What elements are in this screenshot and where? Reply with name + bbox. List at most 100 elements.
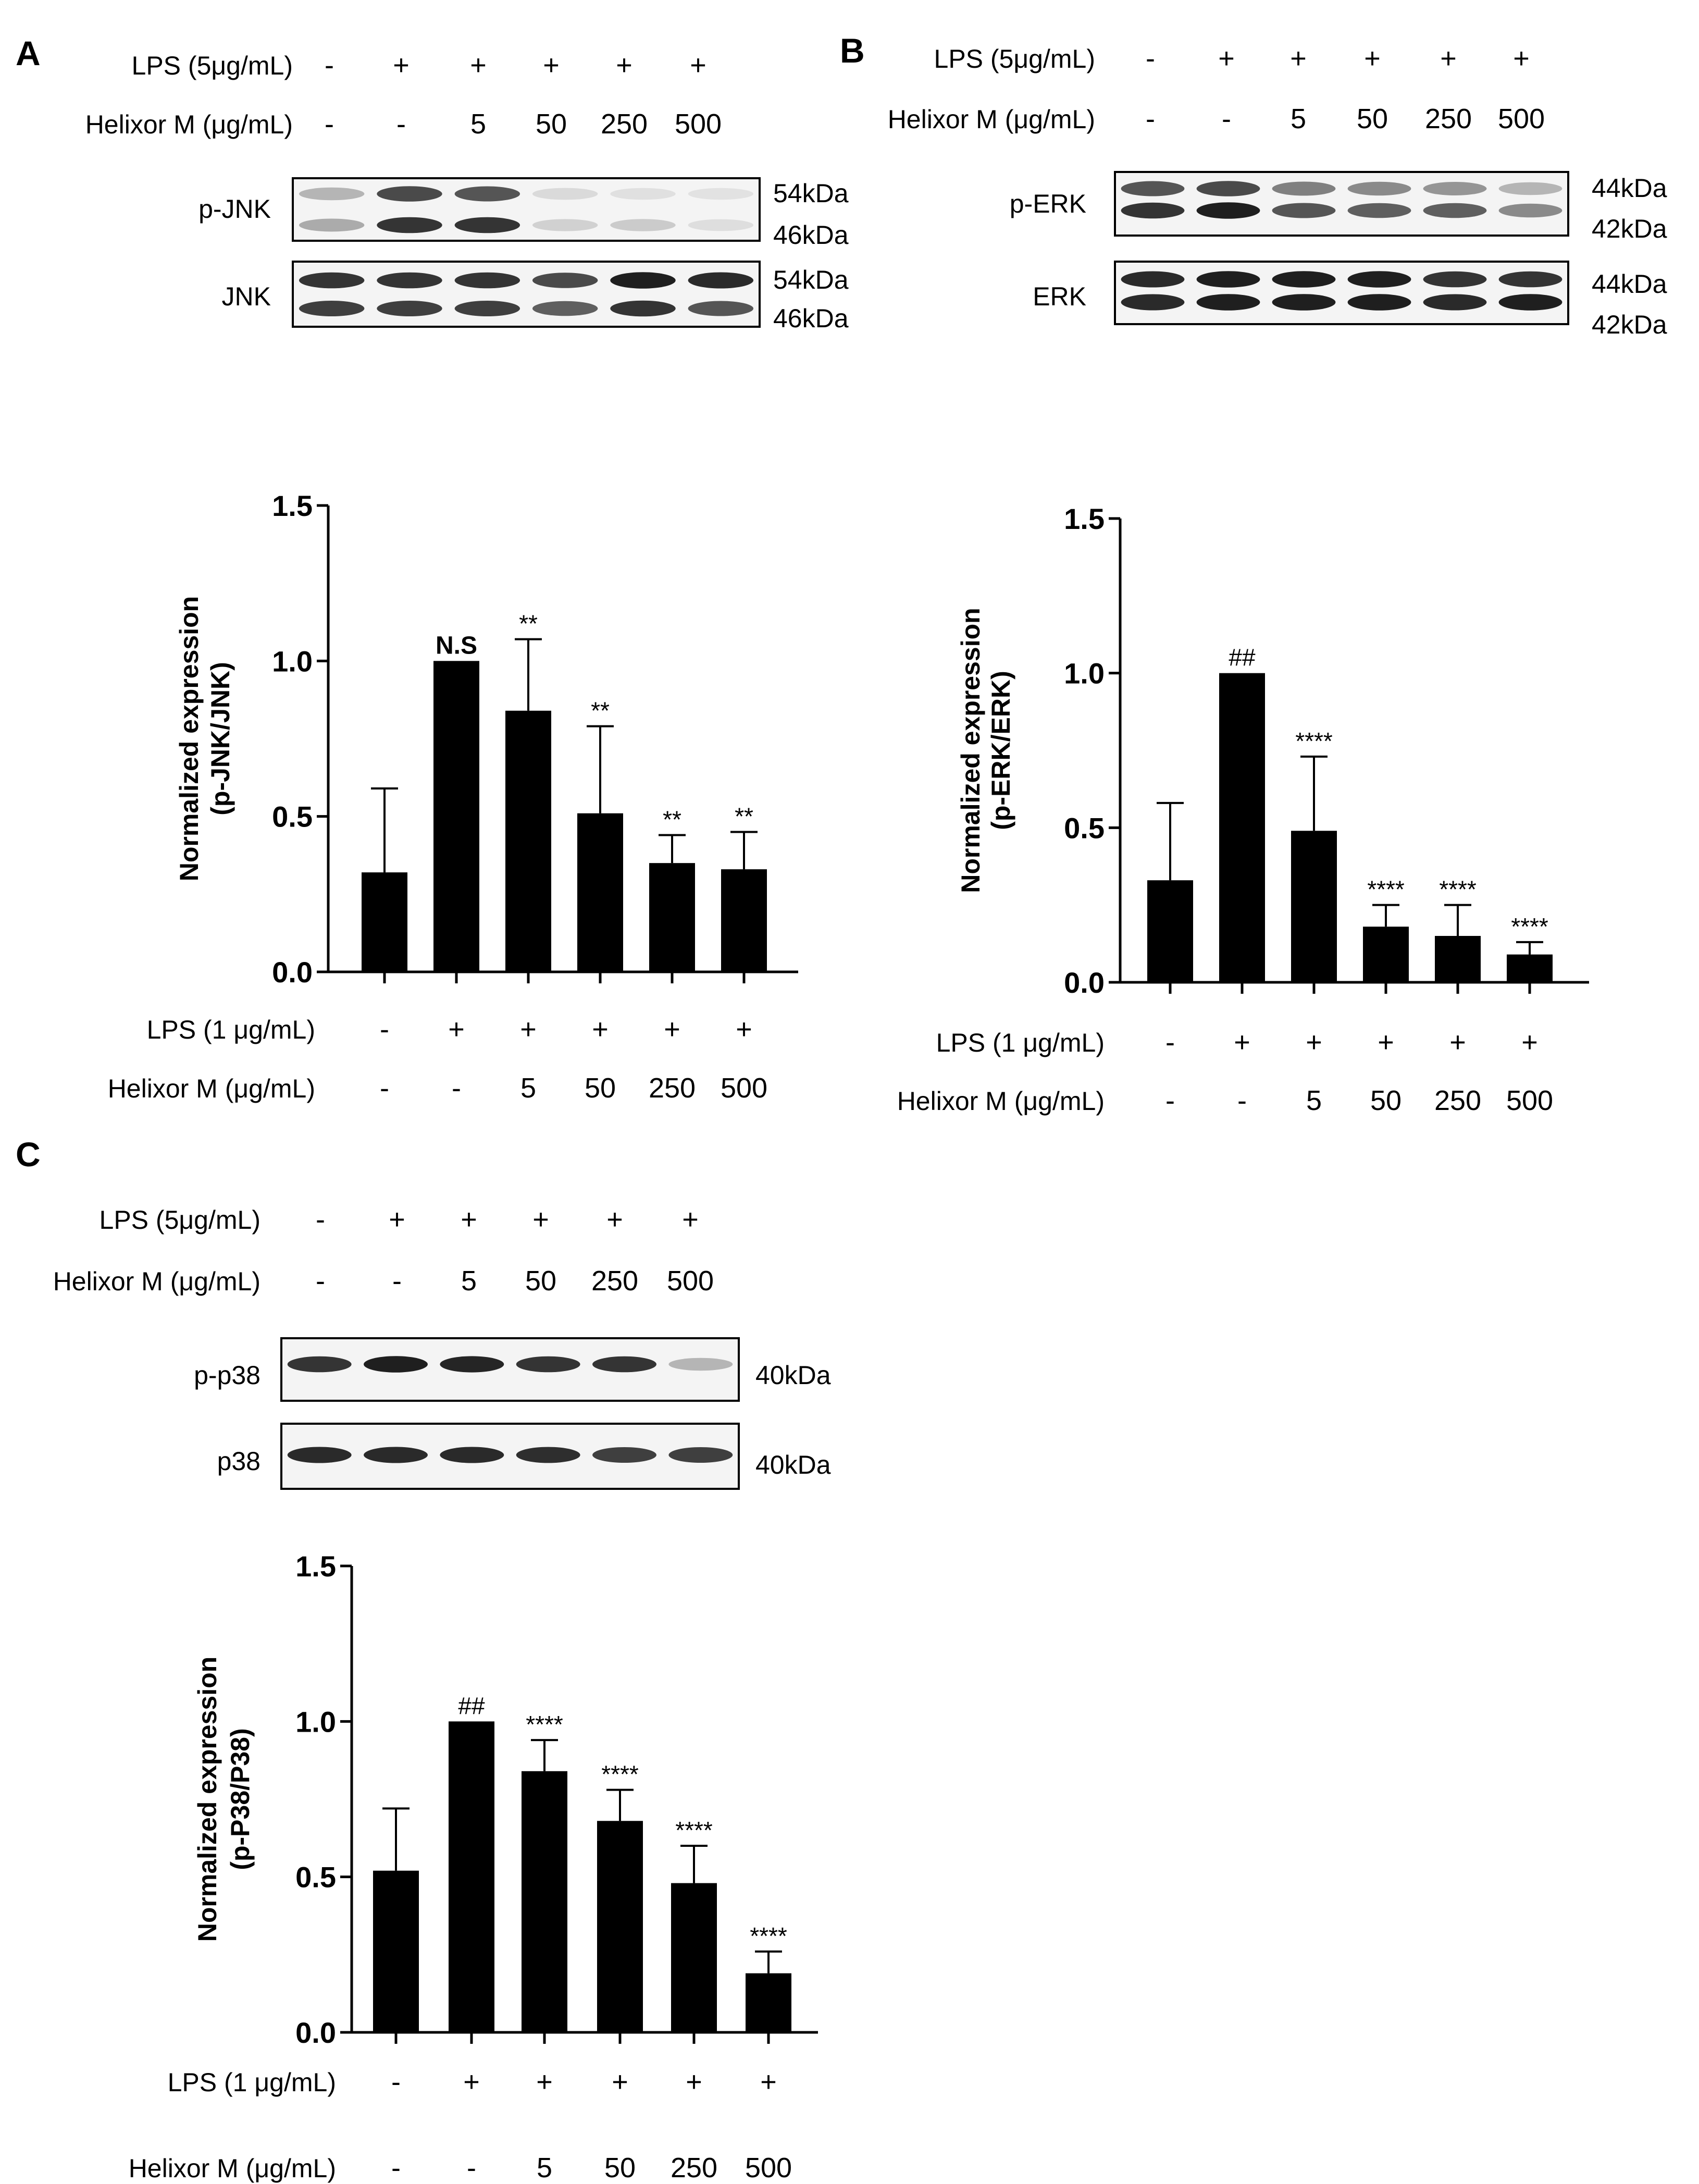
blot-band [454, 272, 520, 289]
blot-band [668, 1358, 733, 1371]
bar [597, 1821, 643, 2032]
kda-label: 54kDa [773, 265, 849, 294]
blot-band [1423, 294, 1487, 311]
y-tick-label: 0.5 [1064, 811, 1105, 844]
x-treatment-label: LPS (1 μg/mL) [147, 1015, 315, 1044]
blot-dose-mark: 500 [675, 108, 722, 140]
kda-label: 54kDa [773, 179, 849, 208]
bar [671, 1883, 717, 2032]
x-treatment-mark: - [380, 1014, 389, 1045]
blot-treatment-mark: - [316, 1204, 325, 1235]
y-axis-label: Normalized expression [175, 596, 204, 881]
blot-band [1272, 271, 1336, 288]
blot-treatment-mark: + [1364, 43, 1381, 74]
bar [505, 710, 551, 972]
blot-row-p-erk: p-ERK 44kDa 42kDa [1010, 171, 1667, 243]
blot-band [1272, 294, 1336, 311]
x-dose-mark: - [452, 1072, 461, 1104]
x-dose-mark: - [467, 2152, 476, 2183]
blot-dose-label: Helixor M (μg/mL) [85, 110, 293, 139]
blot-band [532, 273, 598, 288]
blot-dose-label: Helixor M (μg/mL) [53, 1267, 261, 1296]
blot-band [377, 217, 442, 233]
blot-band [1498, 294, 1562, 311]
blot-band [688, 188, 754, 200]
blot-frame [292, 261, 761, 328]
bar-chart: 0.0 0.5 1.0 1.5 Normalized expression (p-ERK/… [897, 502, 1589, 1116]
blot-dose-mark: 5 [470, 108, 486, 140]
bar [649, 863, 695, 972]
x-dose-mark: 500 [745, 2152, 792, 2183]
x-treatment-mark: + [664, 1014, 680, 1045]
x-dose-mark: 5 [537, 2152, 552, 2183]
blot-dose-mark: 250 [1425, 103, 1472, 134]
blot-band [364, 1447, 428, 1463]
x-treatment-mark: + [686, 2066, 702, 2097]
y-axis-label: (p-ERK/ERK) [986, 671, 1015, 830]
bar [1147, 880, 1193, 982]
blot-band [1272, 181, 1336, 196]
y-tick-label: 1.5 [1064, 502, 1105, 535]
x-treatment-label: LPS (1 μg/mL) [936, 1028, 1105, 1057]
blot-band [299, 187, 365, 201]
blot-band [610, 300, 676, 317]
y-axis-label: (p-JNK/JNK) [206, 662, 235, 815]
blot-treatment-mark: + [461, 1204, 477, 1235]
y-tick-label: 1.5 [295, 1550, 336, 1583]
bar-chart: 0.0 0.5 1.0 1.5 Normalized expression (p-JNK/… [108, 489, 798, 1104]
bar [577, 813, 623, 972]
bar [362, 872, 407, 972]
blot-dose-mark: - [1222, 103, 1231, 134]
x-treatment-mark: - [1165, 1027, 1175, 1058]
significance-label: **** [601, 1761, 639, 1788]
x-treatment-mark: + [612, 2066, 628, 2097]
blot-treatment-label: LPS (5μg/mL) [934, 44, 1095, 73]
blot-band [1121, 202, 1185, 219]
x-treatment-label: LPS (1 μg/mL) [168, 2068, 336, 2097]
kda-label: 44kDa [1592, 269, 1667, 299]
x-dose-mark: 250 [1434, 1085, 1481, 1116]
blot-band [1347, 203, 1411, 218]
x-treatment-mark: + [760, 2066, 777, 2097]
x-dose-mark: - [1237, 1085, 1247, 1116]
blot-dose-mark: 50 [525, 1265, 556, 1297]
blot-row-p38: p38 40kDa [217, 1423, 831, 1490]
bar-chart: 0.0 0.5 1.0 1.5 Normalized expression (p-P38/… [129, 1550, 818, 2183]
significance-label: **** [675, 1817, 713, 1844]
blot-frame [280, 1423, 740, 1490]
blot-band [688, 219, 754, 231]
blot-band [1347, 271, 1411, 288]
significance-label: **** [750, 1922, 787, 1949]
blot-band [299, 272, 365, 289]
significance-label: ** [519, 610, 538, 637]
significance-label: **** [1511, 913, 1548, 940]
blot-treatment-mark: + [470, 50, 487, 81]
x-treatment-mark: + [463, 2066, 480, 2097]
kda-label: 40kDa [755, 1450, 831, 1479]
panel-c: C LPS (5μg/mL) Helixor M (μg/mL) - + + + + + - - 5 5… [16, 1135, 831, 2183]
kda-label: 46kDa [773, 304, 849, 333]
blot-band [1196, 294, 1260, 311]
blot-dose-mark: 50 [536, 108, 567, 140]
panel-label: B [840, 31, 865, 70]
significance-label: ## [458, 1692, 485, 1719]
x-dose-mark: 250 [671, 2152, 717, 2183]
blot-band [377, 301, 442, 316]
blot-band [1121, 271, 1185, 288]
blot-frame [292, 177, 761, 242]
panel-label: C [16, 1135, 41, 1174]
bar [1435, 936, 1481, 982]
x-dose-mark: 5 [520, 1072, 536, 1104]
x-treatment-mark: + [1378, 1027, 1394, 1058]
blot-treatment-mark: + [1218, 43, 1235, 74]
blot-dose-mark: - [325, 108, 334, 140]
blot-band [299, 301, 365, 316]
blot-dose-mark: - [316, 1265, 325, 1297]
significance-label: **** [526, 1711, 563, 1738]
y-tick-label: 1.0 [1064, 657, 1105, 690]
blot-treatment-label: LPS (5μg/mL) [132, 51, 293, 80]
y-tick-label: 0.5 [295, 1861, 336, 1894]
x-treatment-mark: + [520, 1014, 537, 1045]
blot-dose-mark: 5 [1291, 103, 1306, 134]
blot-band [1498, 182, 1562, 195]
